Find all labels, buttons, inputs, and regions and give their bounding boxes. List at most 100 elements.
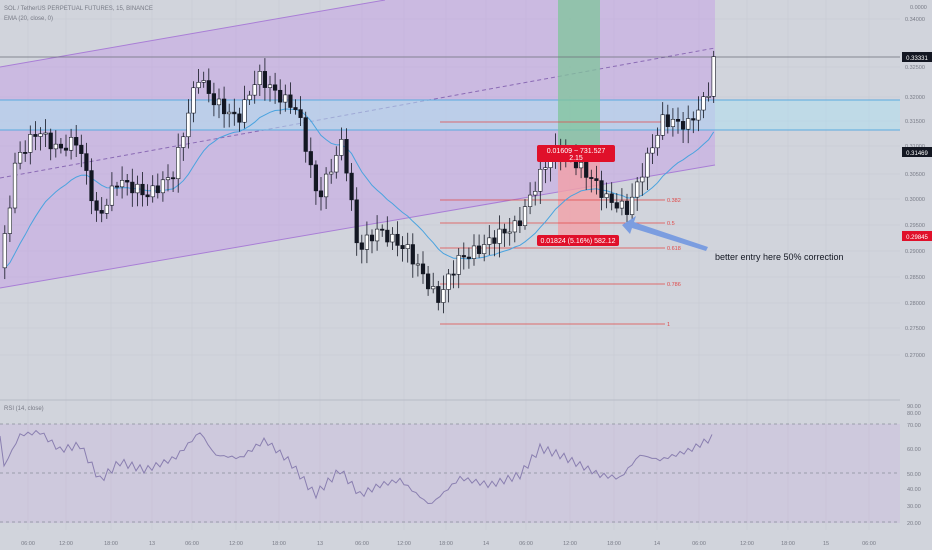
candle (670, 108, 675, 137)
candle (272, 72, 278, 104)
candle (165, 164, 171, 192)
price-tick-label: 0.29500 (905, 223, 925, 229)
fib-level-label: 0.382 (667, 198, 681, 204)
low-price-badge: 0.29845 (902, 231, 932, 241)
time-tick-label: 06:00 (355, 541, 369, 547)
candle (12, 152, 18, 214)
candle (38, 127, 43, 151)
candle (701, 91, 706, 119)
annotation-text[interactable]: better entry here 50% correction (715, 252, 844, 262)
last-price-badge: 0.33331 (902, 52, 932, 62)
candle (476, 234, 482, 258)
candle (349, 162, 354, 211)
candle (135, 175, 140, 207)
time-tick-label: 12:00 (397, 541, 411, 547)
measure-top-line1: 0.01609 ~ 731.527 (547, 148, 606, 155)
price-tick-label: 0.27500 (905, 326, 925, 332)
candle (711, 50, 716, 103)
candle (431, 272, 436, 294)
candle (420, 251, 426, 284)
candle (7, 195, 13, 242)
candle (527, 182, 533, 215)
candle (222, 86, 227, 128)
fib-level-label: 0.786 (667, 282, 681, 288)
rsi-tick-label: 60.00 (907, 447, 921, 453)
candle (614, 193, 619, 213)
candle (436, 280, 441, 311)
candle (267, 75, 273, 102)
time-axis[interactable]: 06:00 12:00 18:00 13 06:00 12:00 18:00 13 06:00 1… (21, 541, 876, 547)
candle (665, 104, 670, 134)
long-profit-zone[interactable] (558, 0, 600, 150)
fib-retracement[interactable]: 0.382 0.5 0.618 0.786 1 (440, 121, 681, 328)
candle (385, 216, 390, 247)
annotation-arrow[interactable] (622, 216, 708, 251)
price-tick-label: 0.34000 (905, 17, 925, 23)
last-price-text: 0.33331 (906, 56, 928, 62)
candle (609, 182, 614, 211)
symbol-title: SOL / TetherUS PERPETUAL FUTURES, 15, BI… (4, 6, 153, 12)
time-tick-label: 06:00 (21, 541, 35, 547)
candle (63, 134, 69, 157)
candle (364, 221, 370, 264)
candle (425, 266, 431, 296)
candle (288, 82, 293, 114)
low-price-text: 0.29845 (906, 235, 928, 241)
rsi-tick-label: 20.00 (907, 521, 921, 527)
rsi-tick-label: 40.00 (907, 487, 921, 493)
fib-level-label: 0.618 (667, 246, 681, 252)
time-tick-label: 06:00 (692, 541, 706, 547)
time-tick-label: 18:00 (104, 541, 118, 547)
measure-bottom-badge[interactable]: 0.01824 (5.16%) 582.12 (537, 235, 619, 246)
candle (512, 215, 517, 243)
candle (181, 132, 186, 161)
ascending-channel[interactable] (0, 0, 715, 288)
candle (237, 107, 242, 132)
time-tick-label: 18:00 (781, 541, 795, 547)
candle (278, 79, 283, 115)
candle (201, 71, 206, 88)
candle (160, 171, 166, 202)
candle (262, 58, 268, 101)
candle (191, 81, 196, 123)
candle (196, 69, 201, 94)
ema-line (4, 108, 715, 269)
rsi-tick-label: 50.00 (907, 472, 921, 478)
candle (497, 215, 502, 258)
time-tick-label: 12:00 (740, 541, 754, 547)
candle (380, 224, 385, 237)
candle (313, 160, 319, 205)
candle (369, 229, 375, 254)
time-tick-label: 18:00 (607, 541, 621, 547)
candle (507, 217, 512, 246)
candle (247, 90, 252, 106)
time-tick-label: 14 (654, 541, 660, 547)
time-tick-label: 18:00 (439, 541, 453, 547)
candle (48, 128, 53, 161)
candle (140, 172, 145, 207)
candle (28, 125, 33, 165)
candle (242, 85, 247, 129)
candle (293, 99, 298, 115)
time-tick-label: 12:00 (229, 541, 243, 547)
measure-top-badge[interactable]: 0.01609 ~ 731.527 2.15 (537, 145, 615, 162)
price-tick-label: 0.28000 (905, 301, 925, 307)
candle (466, 247, 472, 269)
candle (441, 275, 446, 314)
resistance-zone[interactable] (0, 100, 900, 130)
candle (410, 233, 415, 278)
candle (303, 111, 308, 163)
candle (94, 191, 99, 222)
candle (130, 168, 135, 207)
candle (171, 171, 176, 193)
candle (446, 269, 451, 303)
candle (456, 248, 461, 289)
candle (33, 121, 38, 151)
ema-price-badge: 0.31469 (902, 147, 932, 157)
channel-top-line (0, 0, 386, 68)
candle (635, 177, 640, 211)
candle (2, 225, 7, 280)
candle (538, 157, 543, 204)
